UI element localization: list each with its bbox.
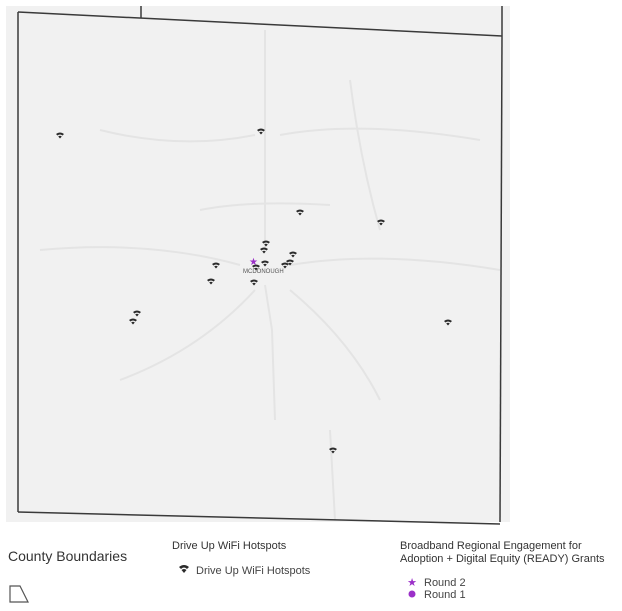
basemap-area [6, 6, 510, 522]
map-view[interactable]: MCDONOUGH ★ [0, 0, 622, 528]
map-canvas: MCDONOUGH ★ [6, 6, 510, 525]
faint-roads [39, 30, 501, 521]
wifi-hotspot-marker[interactable] [296, 209, 304, 216]
wifi-hotspot-marker[interactable] [289, 251, 297, 258]
wifi-hotspot-marker[interactable] [252, 264, 260, 271]
wifi-hotspot-marker[interactable] [286, 259, 294, 266]
legend-wifi-label: Drive Up WiFi Hotspots [196, 564, 311, 577]
wifi-hotspot-marker[interactable] [133, 310, 141, 317]
county-boundaries [17, 6, 503, 525]
legend-round1: Round 1 [406, 589, 605, 601]
wifi-hotspot-marker[interactable] [377, 219, 385, 226]
ready-grants-layer: ★ [249, 257, 258, 268]
legend-ready-title-line2: Adoption + Digital Equity (READY) Grants [400, 553, 605, 565]
place-label: MCDONOUGH [243, 269, 284, 275]
legend-county-title: County Boundaries [8, 548, 128, 564]
legend-round1-label: Round 1 [424, 589, 466, 601]
legend-round2-label: Round 2 [424, 576, 466, 589]
wifi-hotspot-marker[interactable] [261, 260, 269, 267]
wifi-hotspot-marker[interactable] [329, 447, 337, 454]
legend-wifi-item: Drive Up WiFi Hotspots [178, 564, 310, 577]
wifi-hotspot-marker[interactable] [207, 278, 215, 285]
legend-ready-title: Broadband Regional Engagement for Adopti… [400, 540, 605, 566]
legend-ready: Broadband Regional Engagement for Adopti… [400, 540, 605, 601]
wifi-hotspot-marker[interactable] [260, 247, 268, 254]
legend-wifi-title: Drive Up WiFi Hotspots [172, 540, 287, 552]
wifi-hotspot-marker[interactable] [212, 262, 220, 269]
wifi-hotspot-marker[interactable] [444, 319, 452, 326]
polygon-icon [9, 585, 29, 603]
circle-icon [406, 589, 418, 601]
wifi-hotspot-marker[interactable] [250, 279, 258, 286]
wifi-icon [178, 564, 190, 577]
wifi-hotspots-layer [56, 128, 452, 454]
legend-wifi: Drive Up WiFi Hotspots Drive Up WiFi Hot… [172, 540, 310, 577]
ready-round2-star[interactable]: ★ [249, 257, 258, 268]
wifi-hotspot-marker[interactable] [56, 132, 64, 139]
wifi-hotspot-marker[interactable] [129, 318, 137, 325]
wifi-hotspot-marker[interactable] [281, 262, 289, 269]
star-icon: ★ [407, 577, 417, 589]
wifi-hotspot-marker[interactable] [262, 240, 270, 247]
legend-county: County Boundaries [8, 540, 127, 611]
legend-round2: ★ Round 2 [406, 576, 605, 590]
legend-ready-title-line1: Broadband Regional Engagement for [400, 540, 582, 552]
wifi-hotspot-marker[interactable] [257, 128, 265, 135]
